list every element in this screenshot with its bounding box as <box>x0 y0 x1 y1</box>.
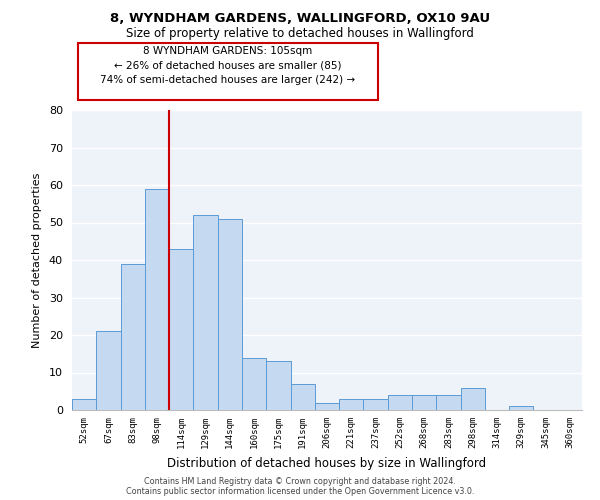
Bar <box>315 402 339 410</box>
Bar <box>266 361 290 410</box>
Text: Contains HM Land Registry data © Crown copyright and database right 2024.: Contains HM Land Registry data © Crown c… <box>144 477 456 486</box>
Bar <box>218 219 242 410</box>
Bar <box>436 395 461 410</box>
Y-axis label: Number of detached properties: Number of detached properties <box>32 172 42 348</box>
Text: 8 WYNDHAM GARDENS: 105sqm
← 26% of detached houses are smaller (85)
74% of semi-: 8 WYNDHAM GARDENS: 105sqm ← 26% of detac… <box>100 46 356 86</box>
Bar <box>412 395 436 410</box>
Bar <box>364 399 388 410</box>
Text: Size of property relative to detached houses in Wallingford: Size of property relative to detached ho… <box>126 28 474 40</box>
Bar <box>242 358 266 410</box>
Bar <box>96 331 121 410</box>
Bar <box>72 399 96 410</box>
Bar <box>388 395 412 410</box>
X-axis label: Distribution of detached houses by size in Wallingford: Distribution of detached houses by size … <box>167 457 487 470</box>
Bar <box>339 399 364 410</box>
Bar <box>169 248 193 410</box>
Bar <box>145 188 169 410</box>
Bar <box>290 384 315 410</box>
Text: Contains public sector information licensed under the Open Government Licence v3: Contains public sector information licen… <box>126 487 474 496</box>
Bar <box>193 215 218 410</box>
Bar <box>509 406 533 410</box>
Bar <box>461 388 485 410</box>
Text: 8, WYNDHAM GARDENS, WALLINGFORD, OX10 9AU: 8, WYNDHAM GARDENS, WALLINGFORD, OX10 9A… <box>110 12 490 26</box>
Bar <box>121 264 145 410</box>
